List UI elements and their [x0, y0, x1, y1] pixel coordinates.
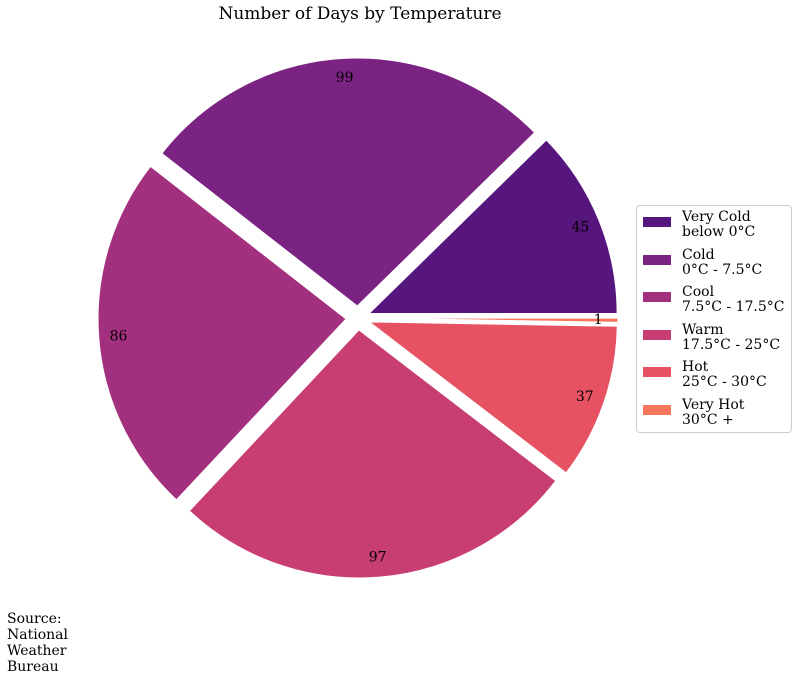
- chart-title: Number of Days by Temperature: [218, 4, 502, 24]
- pie-slice: [97, 165, 347, 501]
- legend-item: Hot 25°C - 30°C: [643, 360, 785, 398]
- pie-slice: [367, 321, 618, 474]
- slice-value-label: 99: [336, 70, 354, 86]
- legend-label: Cool 7.5°C - 17.5°C: [682, 284, 785, 315]
- legend-label: Very Hot 30°C +: [682, 396, 745, 428]
- legend-item: Cool 7.5°C - 17.5°C: [643, 285, 785, 323]
- legend-swatch: [643, 292, 671, 302]
- legend-label: Warm 17.5°C - 25°C: [682, 321, 781, 353]
- slice-value-label: 45: [571, 219, 589, 235]
- legend-item: Very Hot 30°C +: [643, 396, 785, 436]
- legend-label: Cold 0°C - 7.5°C: [682, 246, 763, 278]
- legend-item: Cold 0°C - 7.5°C: [643, 246, 785, 286]
- legend: Very Cold below 0°C Cold 0°C - 7.5°C Cool …: [636, 205, 792, 433]
- legend-item: Warm 17.5°C - 25°C: [643, 321, 785, 361]
- slice-value-label: 97: [369, 549, 387, 565]
- legend-swatch: [643, 404, 671, 415]
- legend-swatch: [643, 367, 671, 377]
- legend-swatch: [643, 254, 671, 265]
- pie-slice: [369, 317, 619, 323]
- source-note: Source: National Weather Bureau: [7, 611, 68, 675]
- pie-slice: [188, 329, 557, 579]
- pie-slice: [367, 139, 618, 314]
- legend-label: Very Cold below 0°C: [682, 209, 756, 240]
- slice-value-label: 1: [594, 312, 603, 328]
- legend-item: Very Cold below 0°C: [643, 210, 785, 248]
- legend-label: Hot 25°C - 30°C: [682, 359, 767, 390]
- legend-swatch: [643, 217, 671, 227]
- slice-value-label: 37: [576, 389, 594, 405]
- pie-slice: [161, 57, 536, 307]
- legend-swatch: [643, 329, 671, 340]
- slice-value-label: 86: [110, 329, 128, 345]
